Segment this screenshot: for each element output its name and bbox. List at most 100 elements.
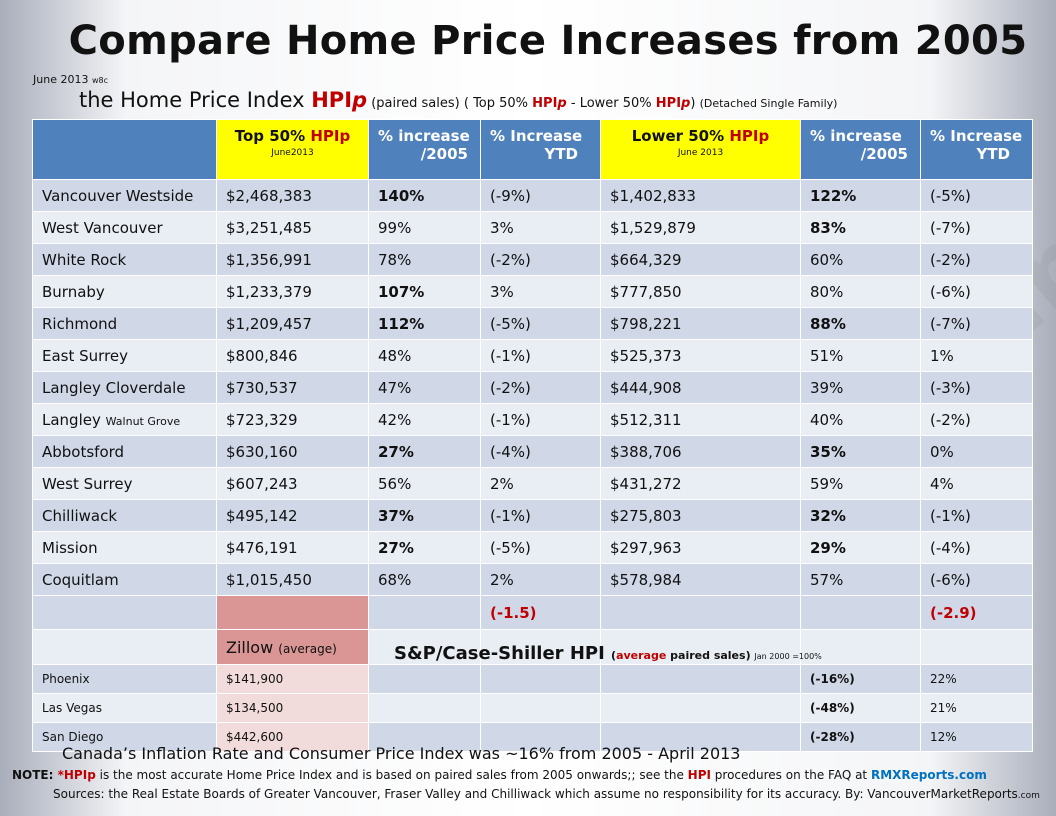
empty-cell [480, 664, 601, 694]
low50-price-cell: $798,221 [600, 307, 801, 340]
zillow-label: Zillow (average) [216, 629, 369, 665]
top50-inc-2005-cell: 48% [368, 339, 481, 372]
top50-price-cell: $1,356,991 [216, 243, 369, 276]
top50-inc-2005-cell: 27% [368, 435, 481, 468]
case-shiller-title: S&P/Case-Shiller HPI (average paired sal… [394, 643, 822, 664]
rmx-link[interactable]: RMXReports.com [870, 768, 987, 782]
area-cell: Burnaby [32, 275, 217, 308]
top50-inc-2005-cell: 78% [368, 243, 481, 276]
header-low50: Lower 50% HPIp June 2013 [600, 119, 801, 180]
date-note: June 2013 w8c [33, 73, 108, 86]
low50-inc-2005-cell: 60% [800, 243, 921, 276]
us-sp-cell: (-28%) [800, 722, 921, 752]
table-body: Vancouver Westside $2,468,383 140% (-9%) $1,… [32, 179, 1033, 596]
top50-price-cell: $800,846 [216, 339, 369, 372]
area-cell: West Vancouver [32, 211, 217, 244]
table-row: East Surrey $800,846 48% (-1%) $525,373 51% 1% [32, 339, 1033, 372]
low50-inc-ytd-cell: (-7%) [920, 211, 1033, 244]
low50-inc-2005-cell: 35% [800, 435, 921, 468]
top50-inc-ytd-cell: 2% [480, 563, 601, 596]
us-table-body: Phoenix $141,900 (-16%) 22% Las Vegas $134,50… [32, 664, 1033, 752]
top50-inc-2005-cell: 107% [368, 275, 481, 308]
low50-price-cell: $525,373 [600, 339, 801, 372]
low50-inc-ytd-cell: (-4%) [920, 531, 1033, 564]
empty-cell [368, 693, 481, 723]
page-title: Compare Home Price Increases from 2005 [68, 18, 1028, 64]
low50-inc-ytd-cell: (-7%) [920, 307, 1033, 340]
table-header-row: Top 50% HPIp June2013 % increase/2005 % I… [32, 119, 1033, 180]
low50-inc-2005-cell: 122% [800, 179, 921, 212]
low50-price-cell: $431,272 [600, 467, 801, 500]
us-ytd-cell: 21% [920, 693, 1033, 723]
low50-inc-2005-cell: 51% [800, 339, 921, 372]
table-row: Langley Walnut Grove $723,329 42% (-1%) $512… [32, 403, 1033, 436]
low50-inc-ytd-cell: (-6%) [920, 275, 1033, 308]
top50-inc-2005-cell: 140% [368, 179, 481, 212]
header-top-inc-ytd: % Increase YTD [480, 119, 601, 180]
top50-inc-ytd-cell: (-2%) [480, 371, 601, 404]
low50-inc-ytd-cell: (-2%) [920, 243, 1033, 276]
top50-inc-2005-cell: 47% [368, 371, 481, 404]
top50-price-cell: $2,468,383 [216, 179, 369, 212]
empty-cell [368, 722, 481, 752]
low50-inc-2005-cell: 40% [800, 403, 921, 436]
top50-price-cell: $607,243 [216, 467, 369, 500]
top50-price-cell: $730,537 [216, 371, 369, 404]
price-table: Top 50% HPIp June2013 % increase/2005 % I… [32, 119, 1033, 752]
us-sp-cell: (-48%) [800, 693, 921, 723]
us-table-row: Phoenix $141,900 (-16%) 22% [32, 664, 1033, 694]
low50-price-cell: $444,908 [600, 371, 801, 404]
area-cell: Mission [32, 531, 217, 564]
low50-inc-2005-cell: 32% [800, 499, 921, 532]
table-row: West Surrey $607,243 56% 2% $431,272 59% 4% [32, 467, 1033, 500]
inflation-note: Canada’s Inflation Rate and Consumer Pri… [62, 744, 741, 763]
low50-price-cell: $578,984 [600, 563, 801, 596]
area-cell: Richmond [32, 307, 217, 340]
empty-cell [480, 693, 601, 723]
top50-inc-ytd-cell: (-4%) [480, 435, 601, 468]
area-cell: East Surrey [32, 339, 217, 372]
low50-inc-2005-cell: 88% [800, 307, 921, 340]
top50-inc-2005-cell: 27% [368, 531, 481, 564]
us-ytd-cell: 12% [920, 722, 1033, 752]
us-table-row: San Diego $442,600 (-28%) 12% [32, 722, 1033, 752]
area-cell: West Surrey [32, 467, 217, 500]
low50-price-cell: $275,803 [600, 499, 801, 532]
zillow-row: Zillow (average) [32, 629, 1033, 665]
top50-price-cell: $1,015,450 [216, 563, 369, 596]
us-sp-cell: (-16%) [800, 664, 921, 694]
top50-price-cell: $1,209,457 [216, 307, 369, 340]
top50-price-cell: $3,251,485 [216, 211, 369, 244]
table-row: Abbotsford $630,160 27% (-4%) $388,706 35% 0% [32, 435, 1033, 468]
top50-inc-ytd-cell: (-2%) [480, 243, 601, 276]
table-row: Mission $476,191 27% (-5%) $297,963 29% (-4%) [32, 531, 1033, 564]
top50-inc-ytd-cell: 3% [480, 211, 601, 244]
top50-inc-2005-cell: 56% [368, 467, 481, 500]
low50-inc-ytd-cell: (-3%) [920, 371, 1033, 404]
low50-inc-ytd-cell: 4% [920, 467, 1033, 500]
header-top-inc-2005: % increase/2005 [368, 119, 481, 180]
summary-top-ytd: (-1.5) [480, 595, 601, 630]
us-zillow-cell: $134,500 [216, 693, 369, 723]
top50-inc-ytd-cell: (-1%) [480, 339, 601, 372]
low50-price-cell: $1,402,833 [600, 179, 801, 212]
top50-inc-ytd-cell: (-5%) [480, 307, 601, 340]
top50-inc-ytd-cell: (-5%) [480, 531, 601, 564]
low50-price-cell: $297,963 [600, 531, 801, 564]
top50-price-cell: $630,160 [216, 435, 369, 468]
table-row: Burnaby $1,233,379 107% 3% $777,850 80% (-6%) [32, 275, 1033, 308]
us-ytd-cell: 22% [920, 664, 1033, 694]
area-cell: Langley Walnut Grove [32, 403, 217, 436]
empty-cell [480, 722, 601, 752]
empty-cell [368, 664, 481, 694]
empty-cell [600, 664, 801, 694]
area-cell: Chilliwack [32, 499, 217, 532]
top50-inc-ytd-cell: 3% [480, 275, 601, 308]
area-cell: Abbotsford [32, 435, 217, 468]
us-table-row: Las Vegas $134,500 (-48%) 21% [32, 693, 1033, 723]
empty-cell [600, 722, 801, 752]
sources-line: Sources: the Real Estate Boards of Great… [53, 787, 1040, 801]
table-row: West Vancouver $3,251,485 99% 3% $1,529,879 8… [32, 211, 1033, 244]
low50-inc-2005-cell: 39% [800, 371, 921, 404]
low50-inc-2005-cell: 57% [800, 563, 921, 596]
